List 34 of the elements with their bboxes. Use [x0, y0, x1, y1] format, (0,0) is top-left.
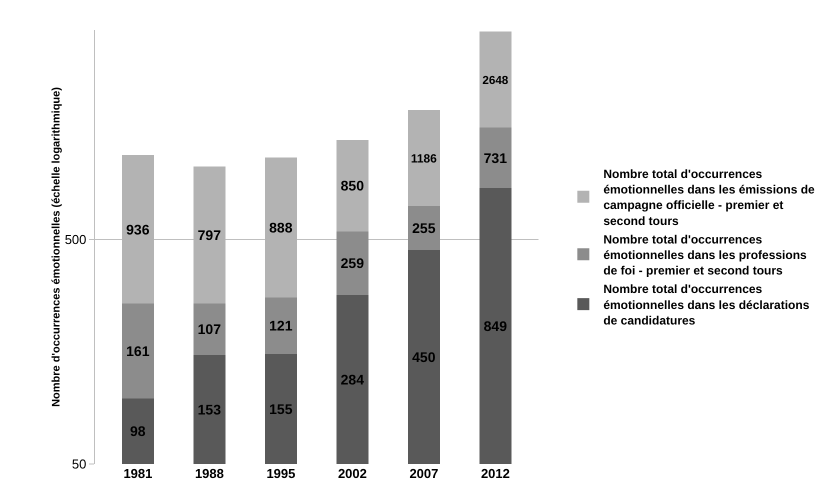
- x-tick-label: 2012: [480, 466, 510, 481]
- y-axis-title: Nombre d'occurrences émotionnelles (échelle logarithmique): [50, 86, 63, 407]
- data-label: 259: [340, 255, 364, 272]
- x-tick-label: 1995: [266, 466, 296, 481]
- data-label: 107: [198, 321, 222, 338]
- legend-label: Nombre total d'occurrences émotionnelles dans les déclarations de candidatures: [603, 282, 810, 328]
- legend-label: Nombre total d'occurrences émotionnelles dans les émissions de campagne officielle - premier et second tours: [603, 166, 816, 228]
- data-label: 284: [340, 371, 364, 388]
- x-tick-label: 2002: [338, 466, 367, 481]
- data-label: 153: [198, 402, 222, 418]
- data-label: 936: [126, 221, 150, 238]
- y-tick-label: 50: [72, 456, 86, 472]
- data-label: 1186: [410, 151, 438, 166]
- data-label: 450: [412, 348, 436, 365]
- data-label: 255: [412, 220, 436, 236]
- data-label: 161: [126, 343, 150, 360]
- bar: [408, 110, 440, 206]
- x-tick-label: 1981: [123, 466, 152, 481]
- data-label: 888: [269, 219, 293, 236]
- bar: [479, 128, 512, 188]
- y-tick-label: 500: [64, 232, 86, 248]
- data-label: 2648: [482, 74, 509, 87]
- x-tick-label: 1988: [194, 466, 224, 481]
- data-label: 797: [198, 227, 222, 244]
- bar: [479, 32, 512, 128]
- x-tick-label: 2007: [409, 466, 438, 481]
- data-label: 849: [484, 318, 508, 334]
- data-label: 850: [340, 178, 364, 194]
- data-label: 121: [269, 318, 293, 334]
- data-label: 98: [130, 423, 146, 440]
- bar: [336, 140, 368, 232]
- data-label: 731: [484, 150, 508, 166]
- data-label: 155: [269, 400, 293, 417]
- legend-label: Nombre total d'occurrences émotionnelles dans les professions de foi - premier et second tours: [603, 232, 808, 278]
